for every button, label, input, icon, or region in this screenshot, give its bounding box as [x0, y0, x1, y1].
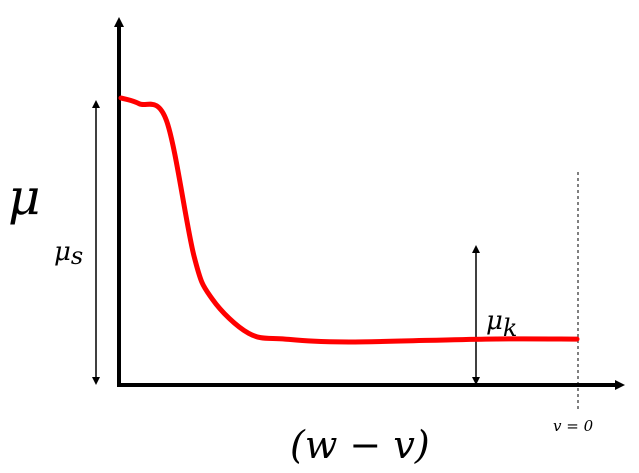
y-axis-label: μ	[8, 168, 41, 226]
friction-curve	[118, 95, 580, 345]
x-axis-label: (w − v)	[290, 423, 430, 467]
mu-k-label: μk	[486, 306, 517, 342]
mu-s-label: μs	[54, 237, 83, 270]
v-zero-label: v = 0	[553, 417, 594, 435]
